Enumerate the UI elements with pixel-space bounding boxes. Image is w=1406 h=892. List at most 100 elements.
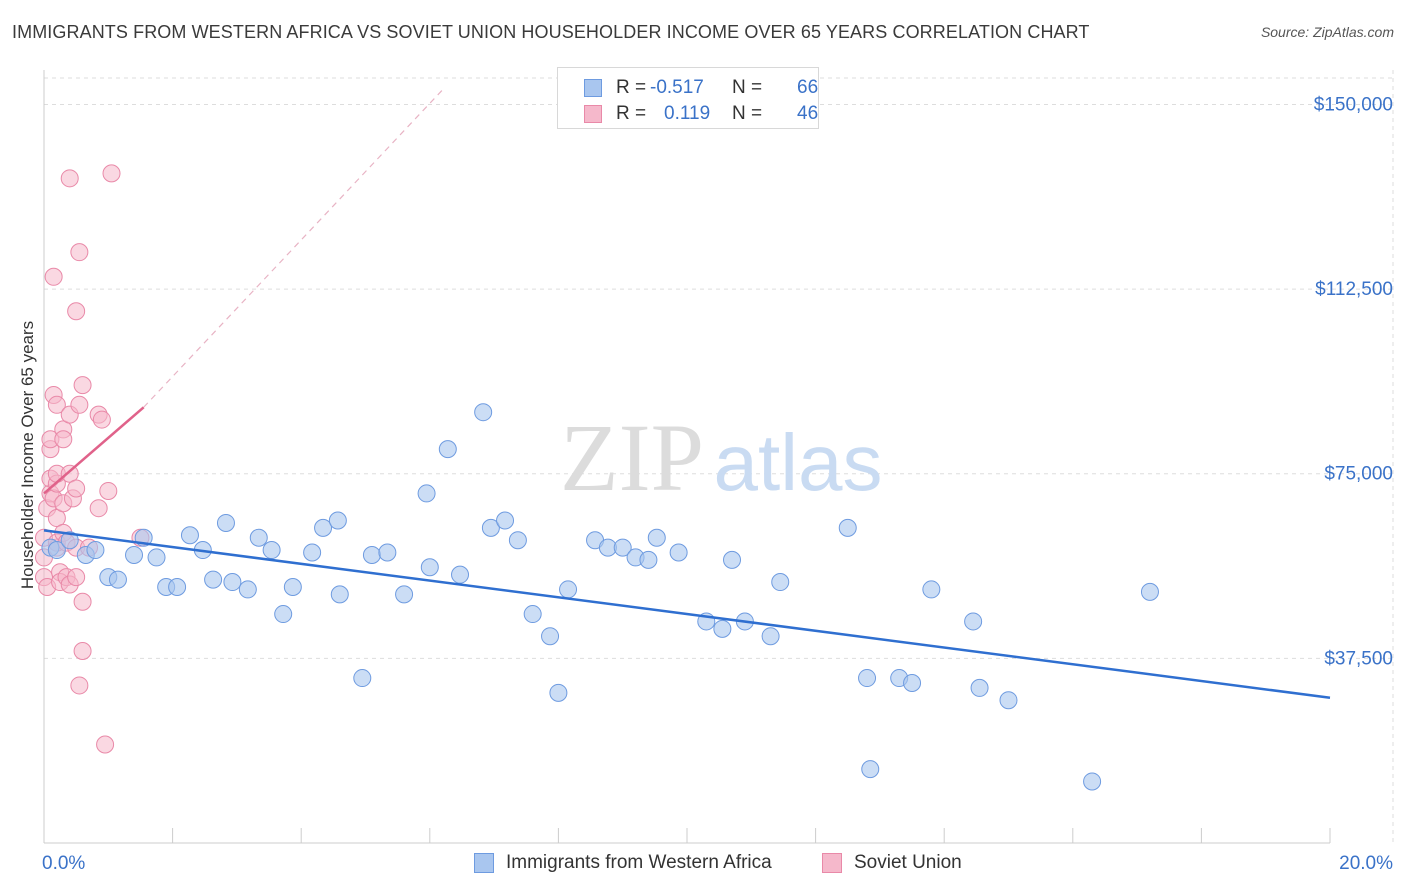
- x-tick-labels: 0.0% 20.0%: [42, 853, 1393, 874]
- data-point-western-africa: [204, 570, 223, 589]
- trend-line-soviet-union: [43, 406, 145, 495]
- n-label: N =: [732, 77, 763, 98]
- data-point-western-africa: [47, 541, 66, 560]
- data-point-soviet-union: [73, 592, 92, 611]
- data-point-soviet-union: [54, 430, 73, 449]
- data-point-soviet-union: [73, 376, 92, 395]
- data-point-western-africa: [523, 605, 542, 624]
- western-africa-points: [41, 403, 1159, 791]
- trend-line-western-africa: [43, 529, 1331, 699]
- source-label: Source: ZipAtlas.com: [1260, 24, 1394, 40]
- data-point-western-africa: [362, 545, 381, 564]
- legend-swatch-pink: [584, 105, 602, 123]
- chart-title: IMMIGRANTS FROM WESTERN AFRICA VS SOVIET…: [12, 22, 1090, 42]
- data-point-western-africa: [723, 550, 742, 569]
- legend-label: Soviet Union: [854, 852, 962, 873]
- data-point-western-africa: [964, 612, 983, 631]
- data-point-western-africa: [639, 550, 658, 569]
- watermark-zip: ZIP: [560, 404, 704, 511]
- y-tick-labels: $37,500 $75,000 $112,500 $150,000: [1314, 94, 1393, 669]
- data-point-soviet-union: [70, 243, 89, 262]
- data-point-western-africa: [647, 528, 666, 547]
- data-point-soviet-union: [99, 481, 118, 500]
- data-point-soviet-union: [92, 410, 111, 429]
- data-point-western-africa: [669, 543, 688, 562]
- data-point-western-africa: [438, 440, 457, 459]
- data-point-western-africa: [858, 669, 877, 688]
- data-point-western-africa: [1083, 772, 1102, 791]
- correlation-legend: R = -0.517 N = 66 R = 0.119 N = 46: [557, 67, 819, 129]
- data-point-soviet-union: [44, 267, 63, 286]
- data-point-soviet-union: [89, 499, 108, 518]
- data-point-western-africa: [838, 518, 857, 537]
- watermark: ZIP atlas: [560, 404, 882, 511]
- data-point-western-africa: [922, 580, 941, 599]
- data-point-western-africa: [223, 573, 242, 592]
- data-point-soviet-union: [73, 641, 92, 660]
- r-value: -0.517: [650, 77, 704, 98]
- data-point-western-africa: [417, 484, 436, 503]
- n-label: N =: [732, 103, 763, 124]
- data-point-western-africa: [262, 541, 281, 560]
- data-point-western-africa: [168, 577, 187, 596]
- data-point-western-africa: [420, 558, 439, 577]
- data-point-western-africa: [395, 585, 414, 604]
- trend-line-soviet-union-extension: [143, 89, 444, 408]
- data-point-western-africa: [999, 691, 1018, 710]
- n-value: 66: [797, 77, 819, 98]
- data-point-western-africa: [481, 518, 500, 537]
- data-point-soviet-union: [67, 302, 86, 321]
- data-point-western-africa: [108, 570, 127, 589]
- data-point-soviet-union: [67, 479, 86, 498]
- data-point-western-africa: [147, 548, 166, 567]
- data-point-soviet-union: [60, 169, 79, 188]
- data-point-western-africa: [274, 605, 293, 624]
- data-point-western-africa: [549, 683, 568, 702]
- y-tick-label: $150,000: [1314, 94, 1393, 115]
- legend-swatch-pink: [822, 853, 842, 873]
- data-point-soviet-union: [70, 395, 89, 414]
- r-label: R =: [616, 77, 647, 98]
- data-point-western-africa: [353, 669, 372, 688]
- data-point-soviet-union: [70, 676, 89, 695]
- data-point-western-africa: [903, 673, 922, 692]
- data-point-western-africa: [314, 518, 333, 537]
- n-value: 46: [797, 103, 819, 124]
- data-point-western-africa: [60, 531, 79, 550]
- data-point-western-africa: [328, 511, 347, 530]
- data-point-western-africa: [238, 580, 257, 599]
- legend-swatch-blue: [474, 853, 494, 873]
- y-tick-label: $37,500: [1324, 648, 1393, 669]
- data-point-western-africa: [86, 541, 105, 560]
- data-point-western-africa: [970, 678, 989, 697]
- soviet-union-points: [35, 164, 150, 754]
- data-point-western-africa: [508, 531, 527, 550]
- axes: [43, 70, 1331, 844]
- y-tick-label: $112,500: [1315, 279, 1393, 300]
- data-point-western-africa: [451, 565, 470, 584]
- data-point-soviet-union: [96, 735, 115, 754]
- data-point-western-africa: [541, 627, 560, 646]
- data-point-western-africa: [378, 543, 397, 562]
- x-tick-label: 0.0%: [42, 853, 85, 874]
- data-point-western-africa: [496, 511, 515, 530]
- x-tick-label: 20.0%: [1339, 853, 1393, 874]
- watermark-atlas: atlas: [714, 418, 883, 507]
- data-point-western-africa: [559, 580, 578, 599]
- trend-lines: [43, 89, 1331, 699]
- y-tick-label: $75,000: [1324, 464, 1393, 485]
- data-point-western-africa: [283, 577, 302, 596]
- data-point-soviet-union: [67, 568, 86, 587]
- data-point-soviet-union: [102, 164, 121, 183]
- data-point-western-africa: [125, 545, 144, 564]
- data-point-western-africa: [861, 760, 880, 779]
- r-value: 0.119: [664, 103, 711, 124]
- legend-swatch-blue: [584, 79, 602, 97]
- data-point-western-africa: [713, 619, 732, 638]
- data-point-western-africa: [474, 403, 493, 422]
- data-point-soviet-union: [47, 395, 66, 414]
- data-point-western-africa: [761, 627, 780, 646]
- data-point-western-africa: [180, 526, 199, 545]
- data-point-western-africa: [249, 528, 268, 547]
